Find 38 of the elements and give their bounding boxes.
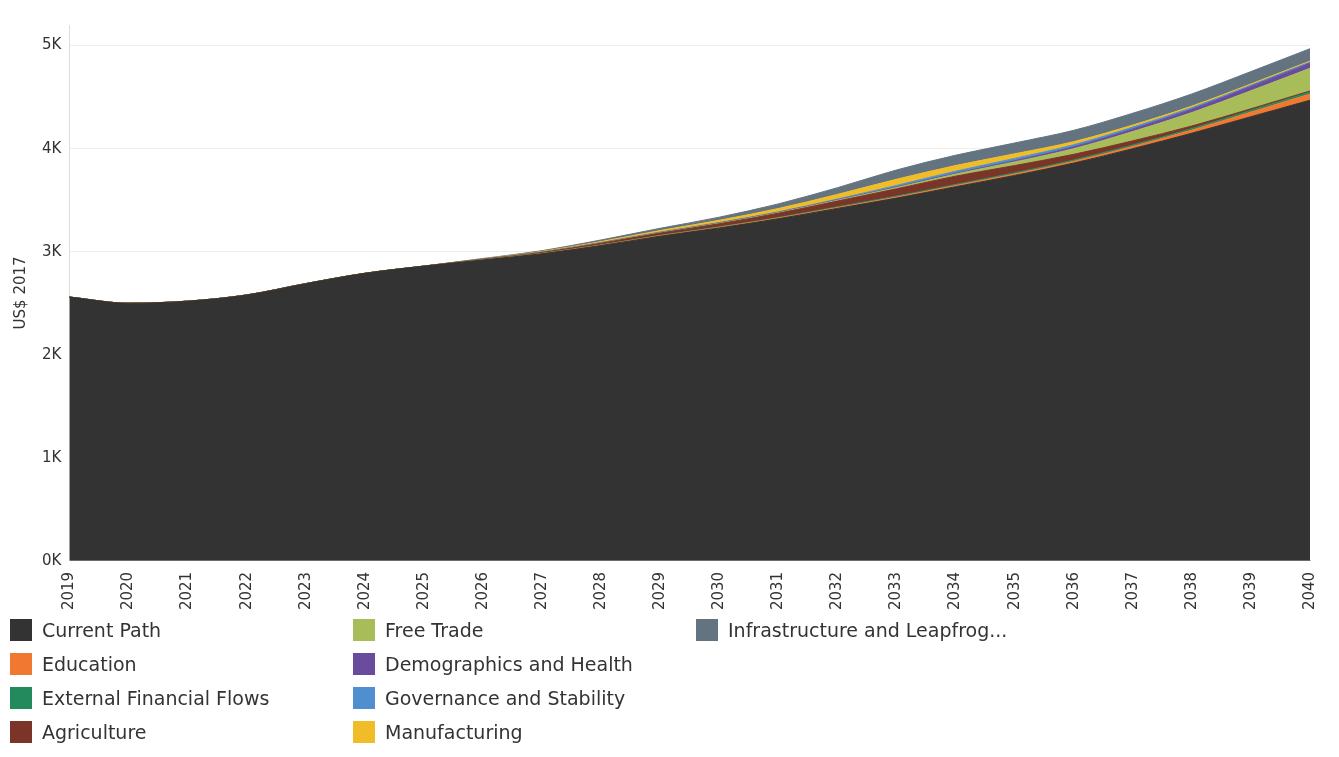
x-tick-label: 2030 xyxy=(709,571,728,611)
x-tick-label: 2036 xyxy=(1063,571,1082,611)
legend-label: Manufacturing xyxy=(385,721,523,743)
x-tick-label: 2029 xyxy=(650,571,669,611)
legend-label: Infrastructure and Leapfrog... xyxy=(728,619,1008,641)
legend-label: Current Path xyxy=(42,619,162,641)
y-tick-label: 3K xyxy=(41,241,63,260)
x-tick-label: 2022 xyxy=(236,571,255,611)
x-tick-label: 2027 xyxy=(531,571,550,611)
x-tick-label: 2031 xyxy=(768,571,787,611)
x-tick-label: 2023 xyxy=(295,571,314,611)
legend-label: Education xyxy=(42,653,137,675)
x-tick-label: 2021 xyxy=(177,571,196,611)
x-tick-label: 2024 xyxy=(354,571,373,611)
x-tick-label: 2038 xyxy=(1181,571,1200,611)
y-axis-title: US$ 2017 xyxy=(10,256,29,330)
legend-label: Free Trade xyxy=(385,619,484,641)
x-tick-label: 2040 xyxy=(1299,571,1318,611)
x-tick-label: 2028 xyxy=(590,571,609,611)
x-tick-label: 2020 xyxy=(118,571,137,611)
x-tick-label: 2039 xyxy=(1240,571,1259,611)
legend-label: External Financial Flows xyxy=(42,687,270,709)
x-tick-label: 2035 xyxy=(1004,571,1023,611)
y-tick-label: 0K xyxy=(41,550,63,569)
legend-label: Agriculture xyxy=(42,721,147,743)
x-tick-label: 2026 xyxy=(472,571,491,611)
x-tick-label: 2037 xyxy=(1122,571,1141,611)
x-tick-label: 2019 xyxy=(59,571,78,611)
legend-label: Governance and Stability xyxy=(385,687,626,709)
x-tick-label: 2032 xyxy=(827,571,846,611)
x-tick-label: 2033 xyxy=(886,571,905,611)
x-tick-label: 2034 xyxy=(945,571,964,611)
y-tick-label: 5K xyxy=(41,35,63,54)
y-tick-label: 1K xyxy=(41,447,63,466)
y-tick-label: 4K xyxy=(41,138,63,157)
y-tick-label: 2K xyxy=(41,344,63,363)
legend-label: Demographics and Health xyxy=(385,653,633,675)
x-tick-label: 2025 xyxy=(413,571,432,611)
